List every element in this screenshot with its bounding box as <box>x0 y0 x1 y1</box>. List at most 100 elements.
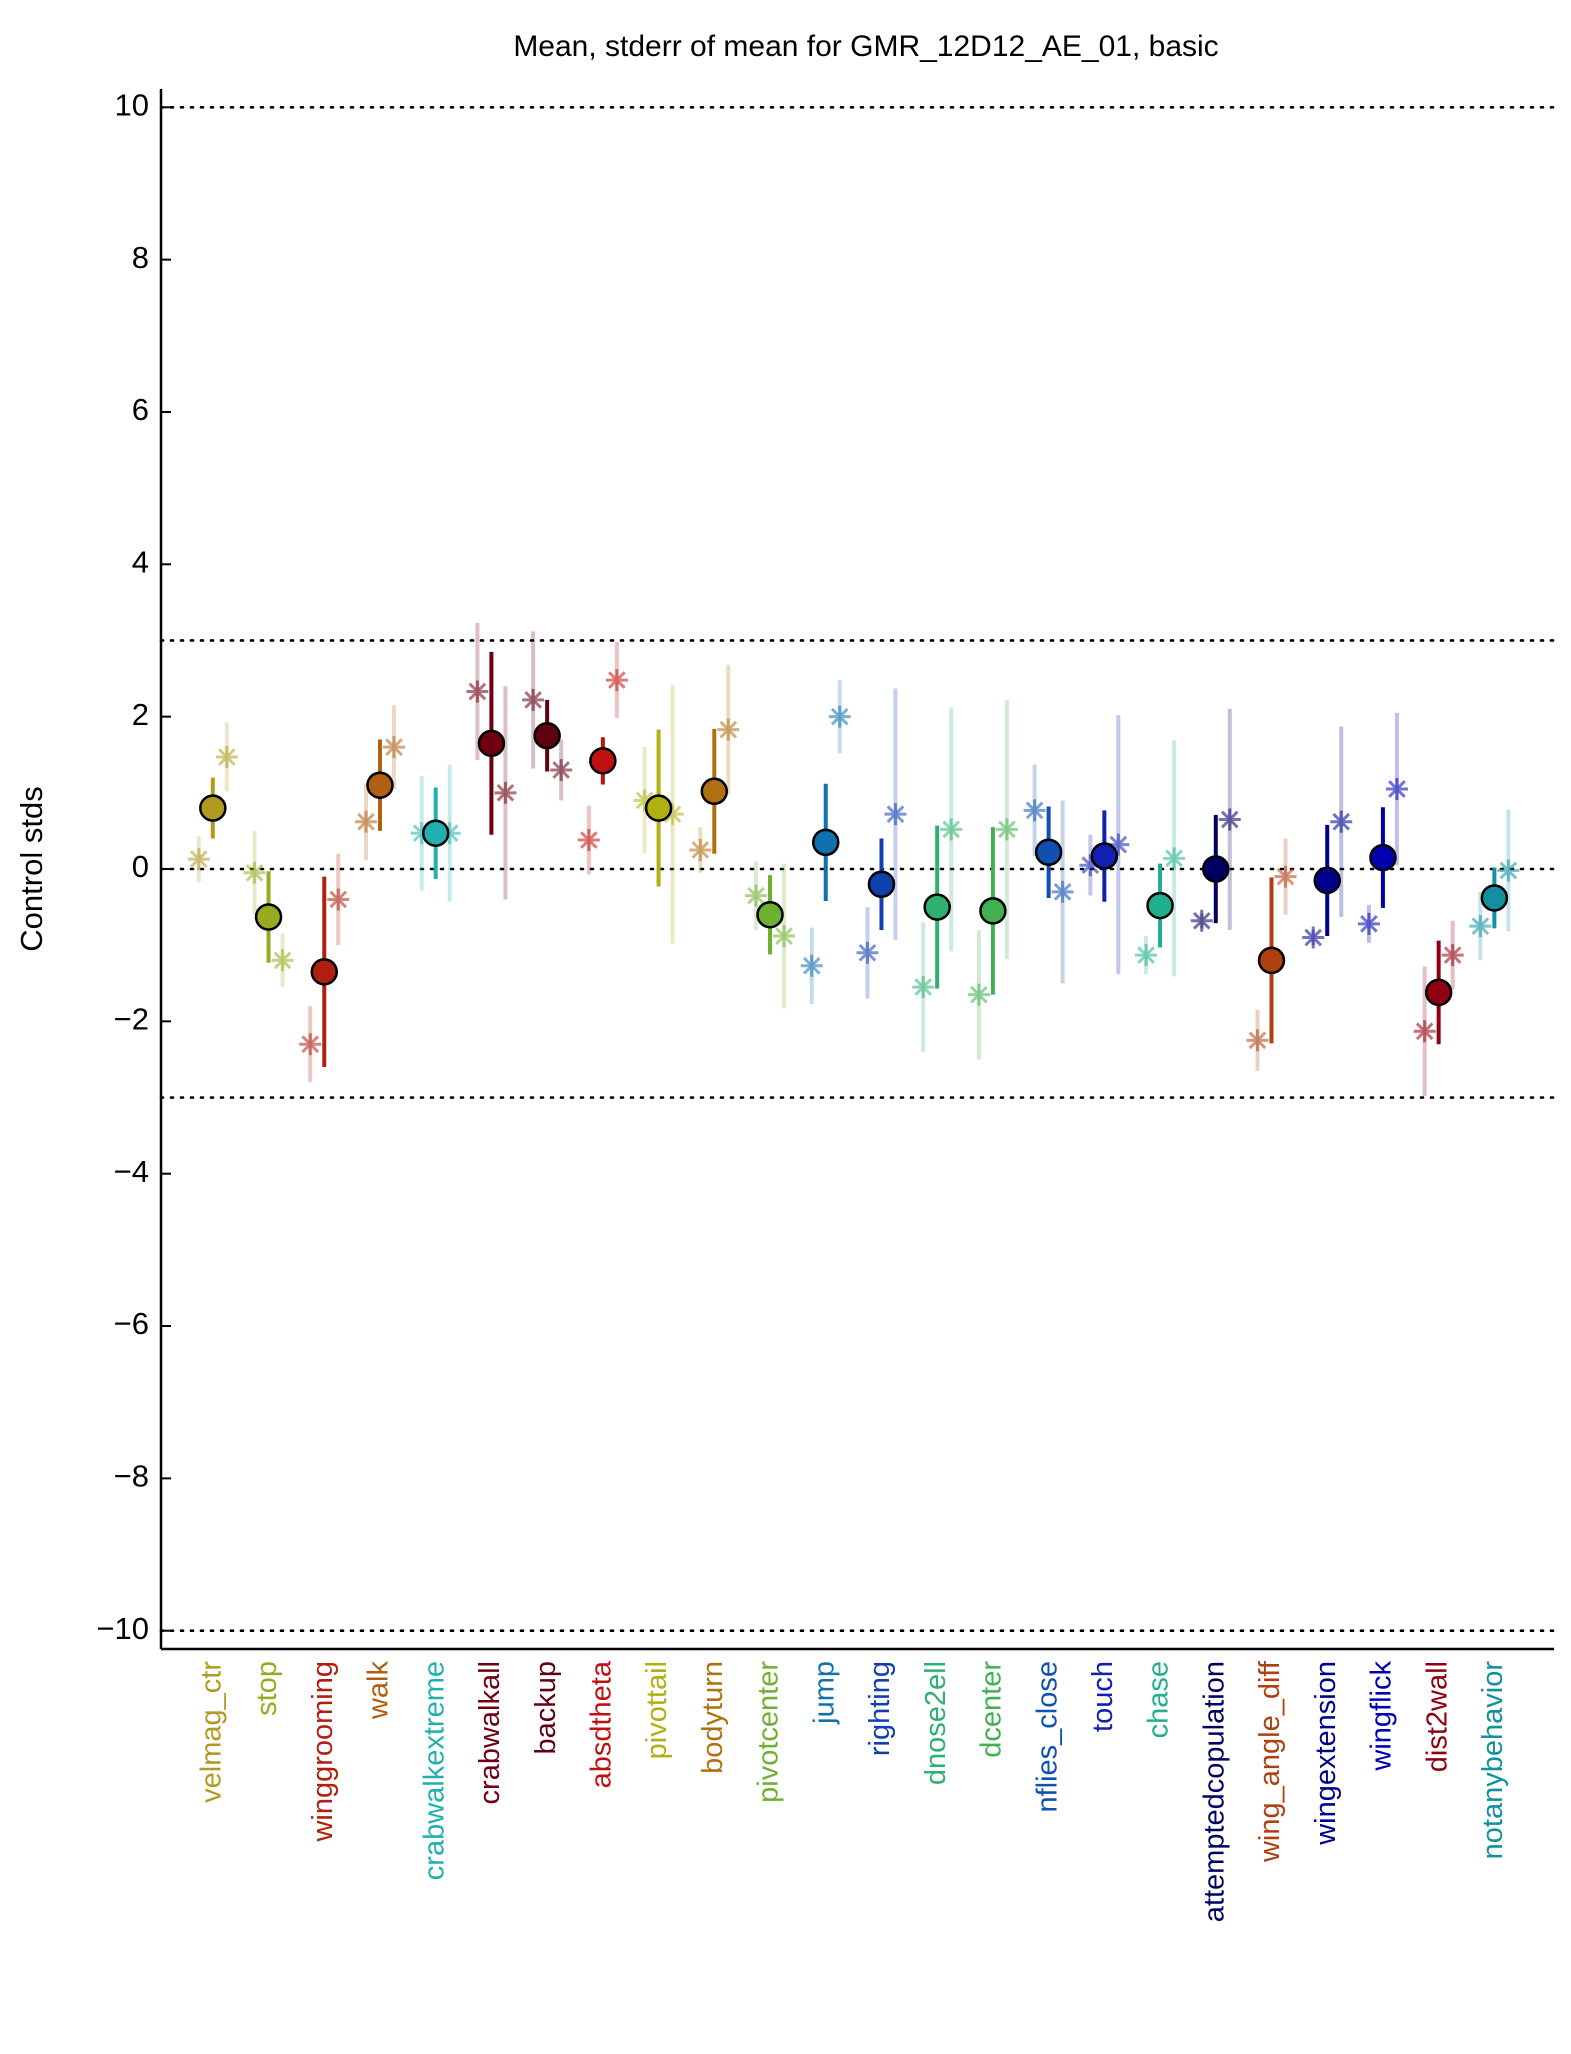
star-marker <box>689 838 712 861</box>
star-marker <box>1246 1029 1269 1052</box>
star-marker <box>633 789 656 812</box>
mean-marker <box>1202 855 1230 883</box>
star-marker <box>745 884 768 907</box>
star-marker <box>1385 778 1408 801</box>
y-tick-label: 6 <box>132 392 149 427</box>
y-tick-label: 8 <box>132 240 149 275</box>
star-marker <box>494 781 517 804</box>
star-marker <box>940 818 963 841</box>
star-marker <box>187 848 210 871</box>
mean-marker <box>979 897 1007 925</box>
star-marker <box>1190 909 1213 932</box>
star-marker <box>995 818 1018 841</box>
y-tick-label: 2 <box>132 697 149 732</box>
y-tick-label: −6 <box>114 1306 149 1341</box>
x-tick-label: velmag_ctr <box>195 1661 227 1803</box>
star-marker <box>466 680 489 703</box>
chart-title: Mean, stderr of mean for GMR_12D12_AE_01… <box>513 30 1218 63</box>
star-marker <box>1497 859 1520 882</box>
star-marker <box>967 983 990 1006</box>
star-marker <box>1413 1020 1436 1043</box>
mean-marker <box>1480 884 1509 912</box>
star-marker <box>661 803 684 826</box>
x-tick-label: dcenter <box>976 1661 1008 1758</box>
y-tick-label: −2 <box>114 1002 149 1037</box>
star-marker <box>1023 799 1046 822</box>
mean-marker <box>477 729 506 758</box>
star-marker <box>884 803 907 826</box>
x-tick-label: dist2wall <box>1421 1661 1453 1772</box>
star-marker <box>1357 912 1380 935</box>
y-tick-label: −8 <box>114 1459 149 1494</box>
mean-marker <box>1090 842 1119 870</box>
x-tick-label: pivottail <box>641 1661 673 1759</box>
y-tick-label: −10 <box>96 1611 149 1646</box>
star-marker <box>1302 926 1325 949</box>
star-marker <box>912 976 935 999</box>
x-tick-label: attemptedcopulation <box>1198 1661 1230 1922</box>
star-marker <box>215 746 238 769</box>
mean-marker <box>1424 978 1453 1007</box>
star-marker <box>605 669 628 692</box>
x-tick-label: chase <box>1143 1661 1175 1738</box>
mean-marker <box>1034 838 1063 866</box>
star-marker <box>1107 833 1130 856</box>
star-marker <box>800 954 823 977</box>
mean-marker <box>1313 866 1341 895</box>
x-tick-label: crabwalkall <box>474 1661 506 1804</box>
star-marker <box>577 829 600 852</box>
mean-marker <box>310 958 339 986</box>
mean-marker <box>366 771 394 799</box>
star-marker <box>382 736 405 759</box>
star-marker <box>1330 810 1353 833</box>
mean-marker <box>644 794 673 822</box>
x-tick-label: notanybehavior <box>1477 1661 1509 1860</box>
mean-marker <box>254 903 283 931</box>
mean-marker <box>199 794 227 822</box>
x-tick-label: jump <box>808 1661 840 1725</box>
star-marker <box>550 758 573 781</box>
x-tick-label: wingextension <box>1310 1661 1342 1846</box>
star-marker <box>856 941 879 964</box>
star-marker <box>522 688 545 711</box>
star-marker <box>1441 944 1464 967</box>
x-tick-label: crabwalkextreme <box>418 1661 450 1880</box>
x-tick-label: winggrooming <box>307 1661 339 1843</box>
mean-marker <box>1146 891 1174 920</box>
x-tick-label: stop <box>251 1661 283 1716</box>
star-marker <box>828 705 851 728</box>
mean-marker <box>756 900 784 929</box>
star-marker <box>271 949 294 972</box>
mean-marker <box>589 747 617 775</box>
star-marker <box>773 925 796 948</box>
star-marker <box>327 888 350 911</box>
mean-marker <box>421 819 450 847</box>
mean-marker <box>700 777 729 806</box>
star-marker <box>1051 880 1074 903</box>
star-marker <box>438 822 461 845</box>
y-axis-label: Control stds <box>14 786 49 951</box>
x-tick-label: backup <box>530 1661 562 1755</box>
star-marker <box>1079 854 1102 877</box>
x-tick-label: dnose2ell <box>920 1661 952 1785</box>
star-marker <box>243 861 266 884</box>
star-marker <box>1469 915 1492 938</box>
y-tick-label: 4 <box>132 545 149 580</box>
mean-marker <box>811 828 840 857</box>
mean-marker <box>533 721 561 750</box>
mean-marker <box>867 870 896 898</box>
x-tick-label: wing_angle_diff <box>1254 1660 1286 1863</box>
x-tick-label: wingflick <box>1366 1661 1398 1772</box>
mean-marker <box>1369 843 1397 872</box>
star-marker <box>410 822 433 845</box>
x-tick-label: pivotcenter <box>753 1661 785 1803</box>
x-tick-label: bodyturn <box>697 1661 729 1774</box>
x-tick-label: walk <box>363 1661 395 1721</box>
star-marker <box>1163 847 1186 870</box>
star-marker <box>1135 944 1158 967</box>
y-tick-label: 10 <box>115 87 149 122</box>
x-tick-label: touch <box>1087 1661 1119 1732</box>
star-marker <box>1274 865 1297 888</box>
